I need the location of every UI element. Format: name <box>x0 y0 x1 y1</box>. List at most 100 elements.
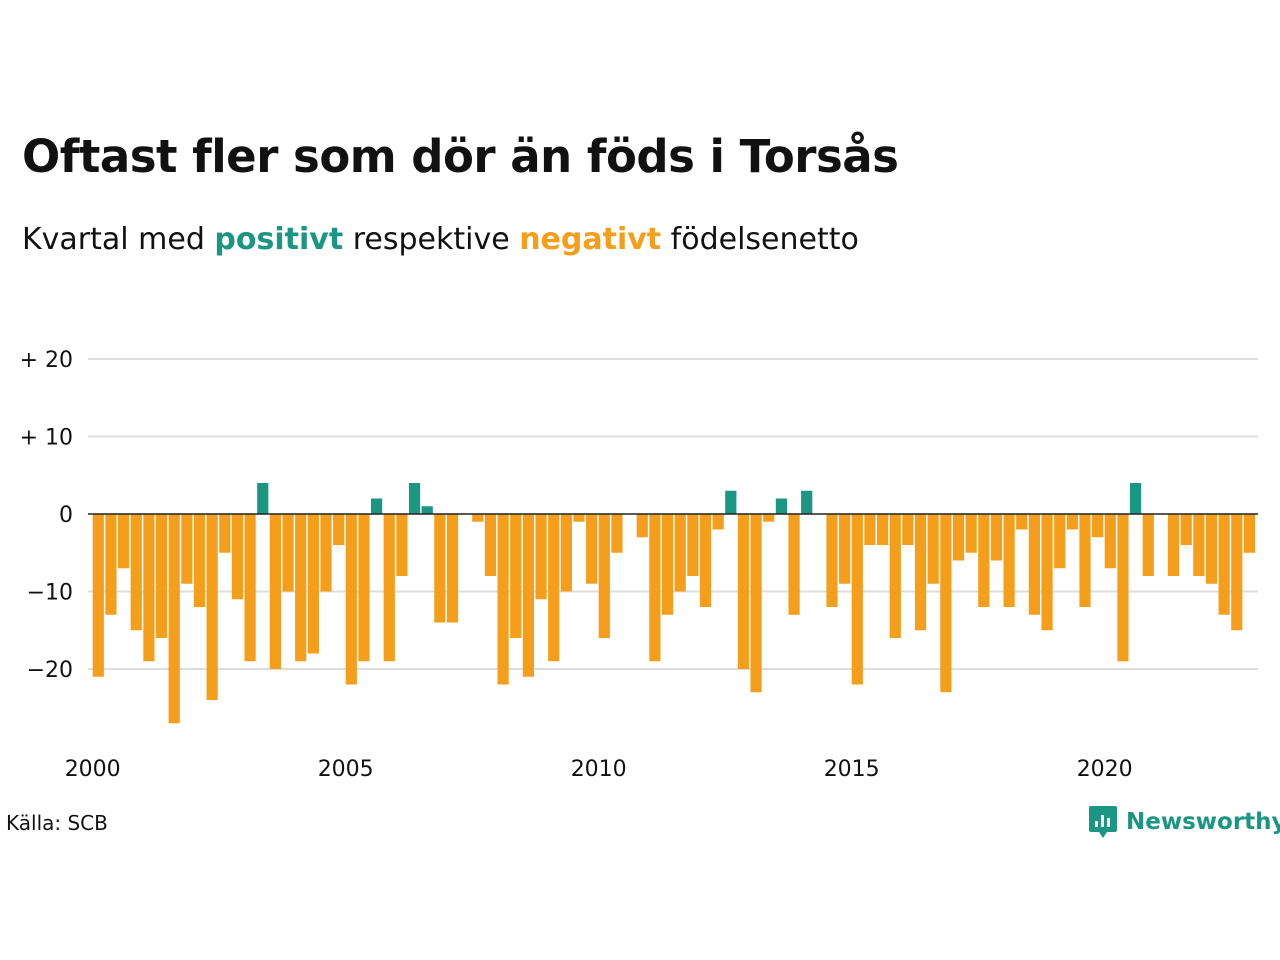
bar <box>598 514 610 638</box>
bar <box>408 483 421 514</box>
newsworthy-logo-icon <box>1089 806 1117 838</box>
bar <box>92 514 104 677</box>
y-tick-label: + 20 <box>20 348 73 373</box>
bar <box>1016 514 1028 530</box>
bar <box>1041 514 1053 631</box>
bar <box>333 514 345 545</box>
bar <box>193 514 206 607</box>
bar <box>902 514 914 545</box>
x-tick-label: 2015 <box>824 757 880 782</box>
bar <box>181 514 193 584</box>
bar <box>295 514 307 662</box>
bar <box>560 514 572 592</box>
bar <box>345 514 357 685</box>
bar <box>801 490 813 514</box>
bar <box>725 490 737 514</box>
bar <box>1180 514 1192 545</box>
bar <box>788 514 800 615</box>
bar <box>674 514 686 592</box>
bar <box>269 514 281 669</box>
bar <box>1054 514 1066 569</box>
bar <box>282 514 294 592</box>
chart-subtitle: Kvartal med positivt respektive negativt… <box>22 222 859 257</box>
bar <box>1003 514 1015 607</box>
bar <box>484 514 497 576</box>
bar <box>826 514 838 607</box>
bar <box>1218 514 1230 615</box>
bar <box>257 483 269 514</box>
bar <box>143 514 155 662</box>
bar <box>990 514 1003 561</box>
bar <box>231 514 244 600</box>
bar <box>864 514 876 545</box>
subtitle-prefix: Kvartal med <box>22 222 215 257</box>
bar <box>1193 514 1205 576</box>
bar <box>396 514 408 576</box>
bar <box>952 514 965 561</box>
bar <box>889 514 901 638</box>
bar <box>434 514 446 623</box>
bar <box>130 514 142 631</box>
axis-layer: + 20 + 10 0 −10 −20 2000 2005 2010 2015 2020 <box>20 348 1258 782</box>
bar <box>1142 514 1154 576</box>
brand-logo: Newsworthy <box>1088 804 1280 840</box>
x-tick-label: 2010 <box>571 757 627 782</box>
bar <box>535 514 547 600</box>
bar <box>839 514 851 584</box>
brand-name: Newsworthy <box>1126 809 1280 835</box>
bar <box>940 514 952 693</box>
bar <box>371 498 383 514</box>
bar <box>105 514 117 615</box>
bar <box>611 514 623 553</box>
subtitle-suffix: födelsenetto <box>661 222 859 257</box>
bar <box>206 514 218 700</box>
subtitle-negative-word: negativt <box>519 222 662 257</box>
bar-layer <box>92 483 1256 724</box>
bar <box>320 514 332 592</box>
bar <box>636 514 648 538</box>
chart-title: Oftast fler som dör än föds i Torsås <box>22 130 899 183</box>
bar <box>927 514 939 584</box>
x-tick-label: 2005 <box>318 757 374 782</box>
bar <box>168 514 180 724</box>
bar <box>1104 514 1116 569</box>
bar <box>548 514 560 662</box>
bar <box>649 514 661 662</box>
bar <box>712 514 724 530</box>
bar <box>1231 514 1243 631</box>
bar <box>661 514 674 615</box>
bar <box>978 514 990 607</box>
bar <box>573 514 585 522</box>
bar <box>510 514 522 638</box>
bar <box>383 514 395 662</box>
bar <box>1117 514 1129 662</box>
bar <box>118 514 130 569</box>
bar <box>750 514 762 693</box>
y-tick-label: 0 <box>59 503 73 528</box>
bar <box>358 514 370 662</box>
bar <box>522 514 534 677</box>
x-tick-label: 2000 <box>65 757 121 782</box>
y-tick-label: + 10 <box>20 426 73 451</box>
bar <box>155 514 168 638</box>
bar <box>965 514 977 553</box>
bar <box>1243 514 1256 553</box>
bar <box>1130 483 1142 514</box>
y-tick-label: −10 <box>27 581 73 606</box>
bar <box>1028 514 1040 615</box>
bar <box>244 514 256 662</box>
bar <box>497 514 509 685</box>
bar <box>687 514 699 576</box>
bar <box>586 514 598 584</box>
bar <box>763 514 775 522</box>
bar <box>699 514 712 607</box>
y-tick-label: −20 <box>27 658 73 683</box>
bar <box>737 514 750 669</box>
bar <box>472 514 484 522</box>
x-tick-label: 2020 <box>1077 757 1133 782</box>
bar <box>914 514 927 631</box>
bar <box>851 514 863 685</box>
bar <box>1066 514 1078 530</box>
bar <box>1205 514 1218 584</box>
bar <box>446 514 459 623</box>
